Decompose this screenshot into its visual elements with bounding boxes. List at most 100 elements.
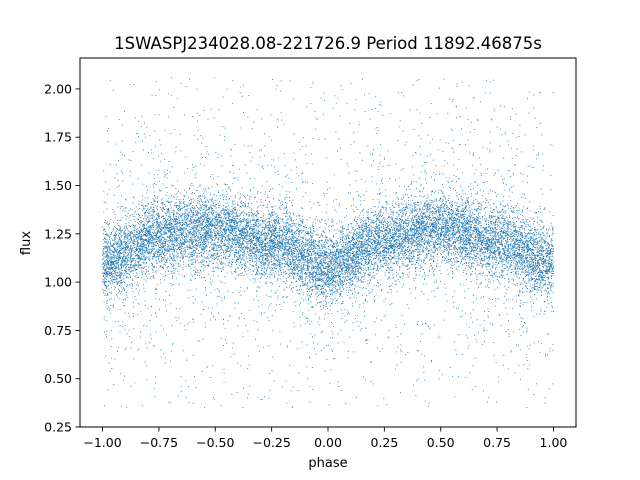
- scatter-point: [136, 245, 138, 247]
- scatter-point: [541, 271, 543, 273]
- scatter-point: [271, 236, 272, 237]
- scatter-point: [182, 242, 183, 244]
- scatter-point: [385, 244, 387, 246]
- scatter-point: [175, 308, 177, 310]
- scatter-point: [459, 243, 461, 245]
- scatter-point: [161, 260, 163, 261]
- scatter-point: [411, 241, 413, 243]
- scatter-point: [414, 230, 415, 232]
- scatter-point: [172, 219, 174, 221]
- scatter-point: [428, 210, 430, 212]
- scatter-point: [373, 215, 374, 217]
- scatter-point: [461, 222, 462, 224]
- scatter-point: [289, 264, 291, 265]
- scatter-point: [113, 221, 114, 223]
- scatter-point: [517, 254, 519, 256]
- scatter-point: [374, 249, 376, 251]
- scatter-point: [392, 247, 393, 249]
- scatter-point: [308, 275, 310, 276]
- scatter-point: [372, 383, 374, 385]
- scatter-point: [145, 231, 147, 233]
- scatter-point: [168, 227, 170, 229]
- scatter-point: [131, 284, 133, 285]
- scatter-point: [154, 256, 156, 258]
- scatter-point: [444, 259, 446, 261]
- scatter-point: [505, 255, 507, 257]
- scatter-point: [295, 286, 297, 287]
- scatter-point: [454, 254, 456, 256]
- scatter-point: [211, 220, 213, 222]
- scatter-point: [225, 206, 227, 207]
- scatter-point: [262, 260, 264, 262]
- scatter-point: [376, 239, 378, 241]
- scatter-point: [489, 245, 490, 247]
- scatter-point: [277, 241, 279, 243]
- scatter-point: [164, 263, 165, 265]
- scatter-point: [416, 237, 418, 239]
- scatter-point: [330, 283, 332, 285]
- scatter-point: [225, 184, 227, 186]
- scatter-point: [330, 309, 331, 311]
- scatter-point: [339, 286, 341, 288]
- scatter-point: [527, 98, 528, 100]
- scatter-point: [134, 227, 136, 229]
- scatter-point: [521, 151, 522, 153]
- scatter-point: [479, 235, 481, 236]
- scatter-point: [332, 275, 334, 277]
- scatter-point: [330, 369, 332, 371]
- scatter-point: [290, 390, 292, 392]
- scatter-point: [409, 248, 411, 250]
- scatter-point: [107, 294, 109, 296]
- scatter-point: [424, 217, 426, 219]
- scatter-point: [326, 295, 328, 297]
- scatter-point: [357, 265, 358, 267]
- scatter-point: [273, 241, 275, 243]
- scatter-point: [307, 317, 309, 319]
- scatter-point: [124, 236, 126, 238]
- scatter-point: [335, 232, 337, 234]
- scatter-point: [211, 257, 213, 259]
- scatter-point: [195, 245, 197, 247]
- scatter-point: [438, 219, 440, 221]
- scatter-point: [168, 198, 170, 199]
- scatter-point: [138, 214, 140, 215]
- scatter-point: [286, 212, 287, 214]
- scatter-point: [549, 350, 551, 352]
- scatter-point: [204, 204, 206, 206]
- scatter-point: [473, 200, 475, 202]
- scatter-point: [414, 245, 416, 247]
- scatter-point: [429, 249, 431, 251]
- scatter-point: [356, 238, 358, 240]
- scatter-point: [232, 238, 234, 240]
- scatter-point: [436, 223, 438, 225]
- scatter-point: [190, 240, 192, 242]
- scatter-point: [120, 151, 121, 153]
- scatter-point: [342, 227, 343, 229]
- scatter-point: [233, 222, 235, 224]
- scatter-point: [205, 238, 207, 240]
- scatter-point: [104, 271, 106, 273]
- scatter-point: [254, 278, 256, 280]
- scatter-point: [494, 239, 496, 241]
- scatter-point: [460, 250, 461, 252]
- scatter-point: [172, 284, 174, 285]
- scatter-point: [372, 249, 374, 251]
- scatter-point: [293, 242, 295, 244]
- scatter-point: [234, 221, 235, 223]
- scatter-point: [453, 221, 455, 223]
- scatter-point: [222, 189, 224, 191]
- scatter-point: [520, 282, 522, 284]
- scatter-point: [515, 273, 517, 275]
- scatter-point: [312, 268, 314, 270]
- scatter-point: [414, 241, 416, 243]
- scatter-point: [309, 201, 311, 202]
- scatter-point: [298, 232, 300, 234]
- scatter-point: [380, 240, 381, 242]
- scatter-point: [370, 253, 372, 254]
- scatter-point: [400, 253, 402, 255]
- scatter-point: [236, 267, 238, 269]
- scatter-point: [301, 269, 303, 270]
- scatter-point: [161, 208, 163, 210]
- scatter-point: [177, 97, 179, 99]
- scatter-point: [481, 235, 483, 237]
